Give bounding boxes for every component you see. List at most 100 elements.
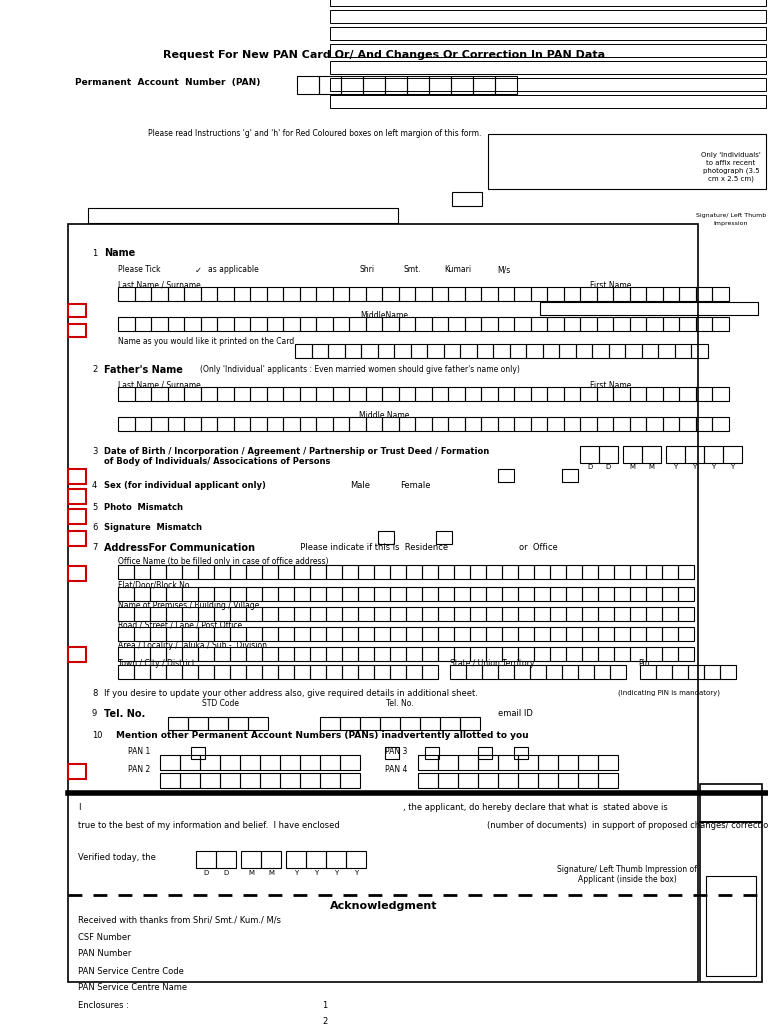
Bar	[704, 665, 720, 679]
Text: Mention other Permanent Account Numbers (PANs) inadvertently allotted to you: Mention other Permanent Account Numbers …	[116, 730, 528, 739]
Bar	[382, 287, 399, 301]
Bar	[316, 317, 333, 331]
Bar	[216, 851, 236, 868]
Bar	[385, 746, 399, 759]
Bar	[230, 665, 246, 679]
Bar	[134, 607, 150, 621]
Bar	[198, 587, 214, 601]
Bar	[134, 317, 151, 331]
Bar	[326, 565, 342, 579]
Bar	[310, 665, 326, 679]
Bar	[390, 587, 406, 601]
Text: true to the best of my information and belief.  I have enclosed: true to the best of my information and b…	[78, 820, 339, 829]
Bar	[394, 344, 411, 358]
Bar	[547, 417, 564, 431]
Bar	[580, 417, 597, 431]
Bar	[248, 717, 268, 730]
Bar	[246, 587, 262, 601]
Bar	[68, 324, 86, 337]
Text: Please Tick: Please Tick	[118, 265, 161, 274]
Bar	[678, 587, 694, 601]
Bar	[470, 627, 486, 641]
Bar	[696, 387, 712, 401]
Bar	[465, 287, 481, 301]
Bar	[310, 647, 326, 662]
Text: PAN 2: PAN 2	[128, 766, 151, 774]
Bar	[432, 287, 448, 301]
Bar	[580, 446, 599, 463]
Bar	[220, 755, 240, 770]
Bar	[623, 446, 642, 463]
Bar	[422, 587, 438, 601]
Bar	[150, 565, 166, 579]
Bar	[118, 665, 134, 679]
Bar	[316, 287, 333, 301]
Bar	[68, 304, 86, 317]
Bar	[228, 717, 248, 730]
Bar	[685, 446, 704, 463]
Bar	[488, 134, 766, 189]
Bar	[465, 317, 481, 331]
Bar	[502, 565, 518, 579]
Bar	[180, 755, 200, 770]
Bar	[68, 469, 86, 484]
Bar	[300, 317, 316, 331]
Bar	[200, 317, 217, 331]
Bar	[167, 417, 184, 431]
Text: Office Name (to be filled only in case of office address): Office Name (to be filled only in case o…	[118, 557, 329, 566]
Bar	[473, 76, 495, 94]
Bar	[646, 647, 662, 662]
Bar	[630, 647, 646, 662]
Bar	[250, 417, 266, 431]
Bar	[326, 607, 342, 621]
Bar	[214, 665, 230, 679]
Bar	[310, 587, 326, 601]
Bar	[300, 755, 320, 770]
Bar	[118, 417, 134, 431]
Bar	[280, 773, 300, 788]
Bar	[262, 647, 278, 662]
Bar	[597, 417, 613, 431]
Bar	[630, 565, 646, 579]
Bar	[531, 387, 547, 401]
Text: 9: 9	[92, 710, 98, 719]
Text: PAN 3: PAN 3	[385, 748, 407, 757]
Bar	[432, 387, 448, 401]
Bar	[278, 565, 294, 579]
Bar	[564, 417, 580, 431]
Bar	[630, 287, 646, 301]
Bar	[564, 317, 580, 331]
Bar	[514, 387, 531, 401]
Text: Received with thanks from Shri/ Smt./ Kum./ M/s: Received with thanks from Shri/ Smt./ Ku…	[78, 915, 281, 925]
Bar	[678, 607, 694, 621]
Bar	[134, 417, 151, 431]
Bar	[598, 627, 614, 641]
Bar	[422, 665, 438, 679]
Text: 10: 10	[92, 730, 102, 739]
Bar	[646, 565, 662, 579]
Bar	[330, 61, 766, 74]
Bar	[300, 773, 320, 788]
Bar	[167, 387, 184, 401]
Bar	[418, 773, 438, 788]
Bar	[150, 587, 166, 601]
Bar	[214, 607, 230, 621]
Text: PAN Service Centre Name: PAN Service Centre Name	[78, 983, 187, 992]
Bar	[582, 627, 598, 641]
Bar	[448, 387, 465, 401]
Bar	[610, 665, 626, 679]
Text: ✓: ✓	[194, 265, 201, 274]
Text: 5: 5	[92, 504, 98, 512]
Text: M: M	[630, 464, 635, 470]
Text: 7: 7	[92, 544, 98, 553]
Bar	[316, 387, 333, 401]
Text: Middle Name: Middle Name	[359, 411, 409, 420]
Bar	[438, 647, 454, 662]
Bar	[266, 287, 283, 301]
Bar	[333, 417, 349, 431]
Bar	[349, 317, 366, 331]
Bar	[614, 647, 630, 662]
Bar	[531, 317, 547, 331]
Bar	[678, 565, 694, 579]
Bar	[465, 417, 481, 431]
